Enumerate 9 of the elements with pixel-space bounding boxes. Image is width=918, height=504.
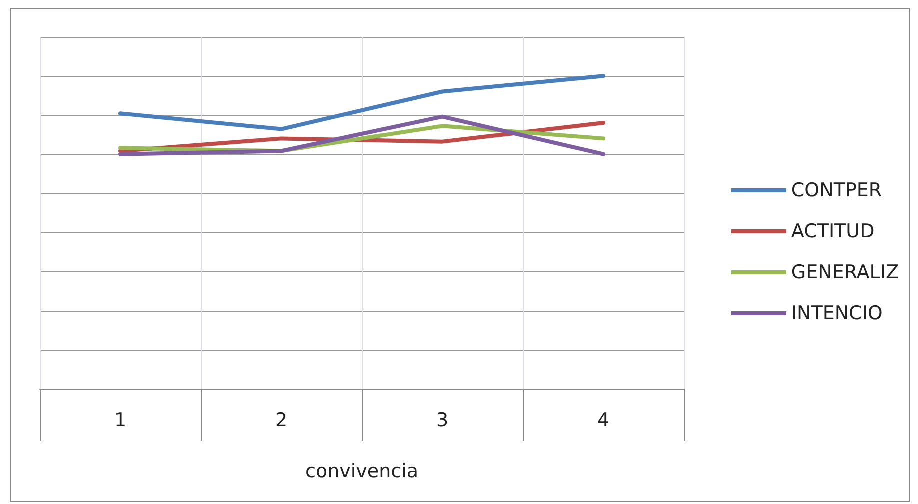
x-tick-label: 1 [114,410,127,432]
x-tick-label: 2 [275,410,288,432]
legend-label: GENERALIZ [791,262,900,284]
x-tick-label: 4 [597,410,610,432]
x-tick-label: 3 [436,410,449,432]
legend-label: INTENCIO [791,302,883,324]
x-axis-title: convivencia [306,460,418,482]
legend-label: CONTPER [791,180,882,202]
legend-label: ACTITUD [791,220,875,242]
